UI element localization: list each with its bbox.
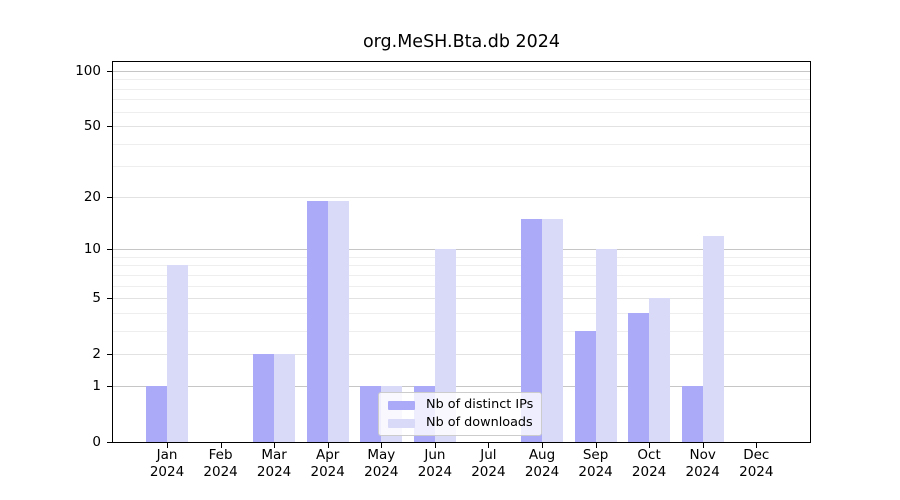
gridline-minor [113, 274, 810, 276]
y-tick-label: 20 [83, 189, 101, 206]
x-tick-label: May 2024 [364, 447, 399, 480]
x-tick-mark [381, 443, 383, 448]
legend-label-distinct-ips: Nb of distinct IPs [426, 397, 534, 412]
x-tick-label: Apr 2024 [310, 447, 345, 480]
x-tick-label: Jan 2024 [149, 447, 185, 480]
legend-swatch-distinct-ips [388, 400, 415, 410]
gridline-decade [113, 71, 810, 72]
bar-distinct-ips-jan [146, 386, 167, 442]
gridline [113, 125, 810, 127]
x-tick-mark [542, 443, 543, 448]
legend: Nb of distinct IPs Nb of downloads [378, 392, 542, 436]
bar-downloads-mar [274, 353, 296, 442]
y-tick-label: 2 [92, 345, 101, 362]
gridline-minor [113, 99, 810, 101]
bar-downloads-sep [595, 249, 617, 442]
y-tick-mark [107, 353, 113, 355]
x-tick-label: Aug 2024 [524, 447, 560, 480]
bar-distinct-ips-aug [521, 219, 542, 442]
legend-item-distinct-ips: Nb of distinct IPs [388, 397, 534, 413]
x-tick-mark [595, 443, 597, 448]
x-tick-label: Dec 2024 [739, 447, 774, 480]
bar-distinct-ips-oct [628, 312, 650, 442]
x-tick-mark [167, 443, 168, 448]
legend-label-downloads: Nb of downloads [426, 415, 533, 430]
y-tick-label: 100 [75, 63, 101, 79]
x-tick-mark [649, 443, 651, 448]
x-tick-mark [327, 443, 329, 448]
gridline-minor [113, 143, 810, 145]
x-tick-mark [756, 443, 758, 448]
y-tick-mark [107, 71, 113, 72]
y-tick-label: 1 [92, 378, 101, 395]
bar-distinct-ips-may [360, 386, 382, 442]
gridline-decade [113, 249, 810, 251]
bar-downloads-apr [327, 201, 349, 442]
x-tick-label: Nov 2024 [685, 447, 720, 480]
gridline-decade [113, 386, 810, 388]
x-tick-label: Oct 2024 [631, 447, 667, 480]
gridline-minor [113, 256, 810, 258]
gridline-minor [113, 285, 810, 287]
x-tick-label: Mar 2024 [256, 447, 292, 480]
x-tick-label: Jun 2024 [417, 447, 453, 480]
legend-swatch-downloads [388, 418, 415, 428]
x-tick-label: Feb 2024 [203, 447, 238, 480]
gridline [113, 353, 810, 355]
legend-item-downloads: Nb of downloads [388, 415, 533, 431]
plot-area [112, 61, 811, 443]
gridline-minor [113, 79, 810, 81]
gridline-minor [113, 165, 810, 167]
y-tick-label: 5 [92, 290, 101, 306]
y-tick-mark [107, 249, 113, 251]
bar-downloads-jan [167, 265, 188, 442]
x-tick-label: Jul 2024 [471, 447, 506, 480]
bar-distinct-ips-sep [574, 330, 596, 442]
bar-distinct-ips-apr [306, 201, 328, 442]
x-tick-mark [488, 443, 490, 448]
x-tick-label: Sep 2024 [578, 447, 613, 480]
y-tick-mark [107, 298, 113, 299]
gridline [113, 298, 810, 299]
y-tick-label: 50 [83, 117, 101, 134]
gridline [113, 197, 810, 199]
x-tick-mark [220, 443, 222, 448]
y-tick-label: 10 [83, 241, 101, 258]
bar-distinct-ips-nov [681, 386, 703, 442]
bar-downloads-oct [649, 298, 671, 442]
x-tick-mark [274, 443, 276, 448]
bar-distinct-ips-mar [253, 353, 275, 442]
y-tick-mark [107, 197, 113, 199]
bar-downloads-nov [702, 235, 724, 442]
gridline-minor [113, 312, 810, 314]
chart-title: org.MeSH.Bta.db 2024 [362, 32, 561, 52]
y-tick-mark [107, 442, 113, 443]
y-tick-mark [107, 386, 113, 388]
y-tick-mark [107, 125, 113, 127]
gridline-minor [113, 111, 810, 113]
x-tick-mark [434, 443, 436, 448]
x-tick-mark [702, 443, 704, 448]
y-tick-label: 0 [92, 434, 101, 450]
gridline-minor [113, 265, 810, 267]
gridline-minor [113, 330, 810, 332]
bar-downloads-aug [542, 219, 563, 442]
gridline-minor [113, 88, 810, 90]
